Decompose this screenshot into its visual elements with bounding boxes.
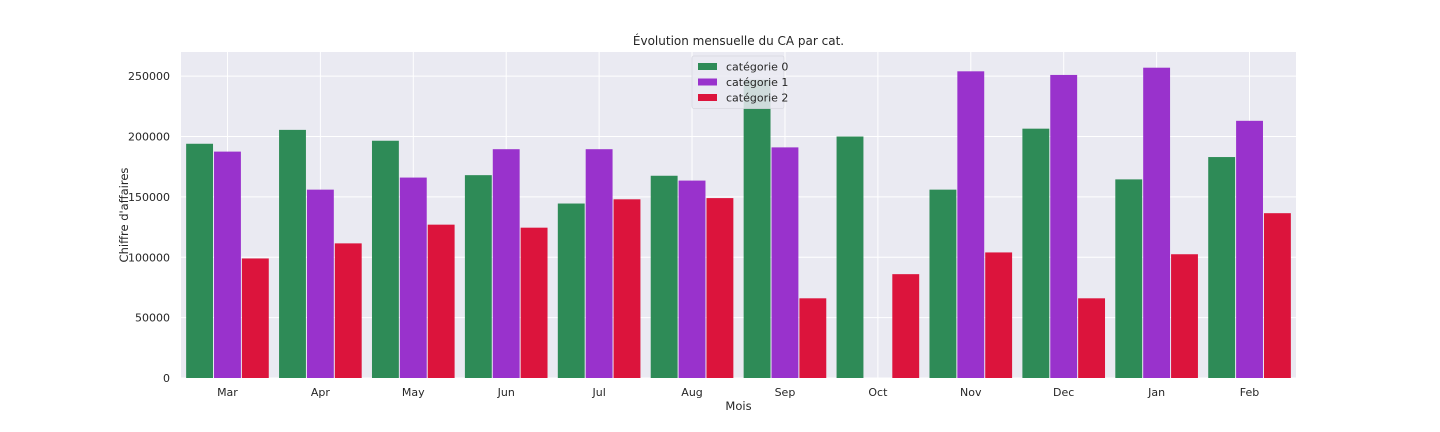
bar-series-1-aug [678,180,706,378]
x-tick-label: Mar [217,386,238,399]
x-tick-label: Jul [591,386,605,399]
bar-series-0-jun [464,175,492,378]
x-tick-label: May [402,386,425,399]
bar-series-0-aug [650,175,678,378]
bar-series-1-jul [585,149,613,378]
legend: catégorie 0 catégorie 1 catégorie 2 [691,55,788,109]
bar-series-1-jun [492,149,520,378]
bar-series-1-apr [306,189,334,378]
chart-title: Évolution mensuelle du CA par cat. [633,33,844,48]
bar-series-0-nov [929,189,957,378]
bar-series-1-jan [1143,67,1171,379]
legend-label: catégorie 2 [726,92,788,105]
x-tick-label: Aug [681,386,702,399]
y-tick-label: 50000 [135,312,170,325]
bar-series-0-jul [557,203,585,378]
bar-series-2-dec [1078,298,1106,378]
x-tick-label: Apr [311,386,331,399]
bar-series-0-mar [186,143,214,378]
legend-label: catégorie 1 [726,76,788,89]
bar-series-0-apr [279,129,306,378]
bar-series-0-may [371,140,399,378]
bar-series-1-may [399,177,427,378]
bar-series-2-jun [520,227,548,378]
y-tick-label: 250000 [128,70,170,83]
y-tick-label: 150000 [128,191,170,204]
x-tick-label: Nov [960,386,982,399]
bar-series-1-mar [214,151,241,378]
bar-series-2-may [427,224,455,378]
bar-series-0-oct [836,136,864,378]
bar-series-1-sep [771,147,799,378]
bar-series-2-sep [799,298,827,378]
bar-series-1-dec [1050,74,1078,379]
bar-series-1-feb [1236,120,1263,379]
x-tick-label: Jan [1147,386,1165,399]
bar-series-2-nov [985,252,1013,378]
x-tick-label: Sep [775,386,796,399]
x-tick-label: Dec [1053,386,1074,399]
x-axis-title: Mois [725,399,751,413]
x-tick-label: Jun [497,386,515,399]
bar-series-2-oct [892,274,920,378]
legend-swatch [698,63,717,70]
bars [186,67,1291,379]
bar-series-1-nov [957,71,985,379]
y-axis-title: Chiffre d'affaires [117,168,131,263]
bar-series-2-feb [1263,213,1291,378]
y-tick-label: 0 [163,372,170,385]
bar-series-0-dec [1022,128,1050,378]
bar-series-0-jan [1115,179,1143,378]
bar-series-2-jul [613,199,641,378]
bar-series-2-jan [1171,254,1198,378]
bar-series-0-feb [1208,157,1236,378]
legend-swatch [698,78,717,86]
x-tick-label: Oct [868,386,888,399]
bar-series-2-mar [241,258,269,378]
bar-series-2-aug [706,198,734,378]
x-tick-labels: Mar Apr May Jun Jul Aug Sep Oct Nov Dec Jan Feb [217,386,1259,399]
legend-label: catégorie 0 [726,61,788,74]
y-tick-labels: 0 50000 100000 150000 200000 250000 [128,70,170,385]
legend-swatch [698,94,717,101]
y-tick-label: 200000 [128,131,170,144]
y-tick-label: 100000 [128,251,170,264]
bar-series-0-sep [743,79,771,378]
bar-series-2-apr [334,243,362,378]
x-tick-label: Feb [1240,386,1259,399]
